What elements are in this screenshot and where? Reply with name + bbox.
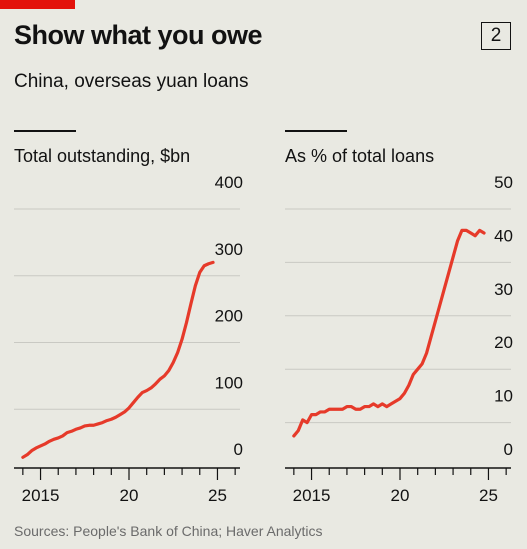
right-x-tick-label: 20 [391,486,410,505]
right-x-tick-label: 2015 [293,486,331,505]
left-y-tick-label: 200 [215,307,243,326]
left-panel-title: Total outstanding, $bn [14,146,191,166]
right-y-tick-label: 10 [494,387,513,406]
right-y-tick-label: 50 [494,173,513,192]
chart-title: Show what you owe [14,20,263,50]
right-panel-rule [285,130,347,132]
right-y-tick-label: 30 [494,280,513,299]
left-x-tick-label: 25 [208,486,227,505]
chart-subtitle: China, overseas yuan loans [14,71,249,92]
left-x-tick-label: 20 [120,486,139,505]
source-note: Sources: People's Bank of China; Haver A… [14,523,323,539]
left-y-tick-label: 300 [215,240,243,259]
left-x-tick-label: 2015 [22,486,60,505]
brand-red-tag [0,0,75,9]
right-y-tick-label: 0 [504,440,513,459]
left-panel-rule [14,130,76,132]
left-y-tick-label: 0 [234,440,243,459]
right-panel-title: As % of total loans [285,146,435,166]
right-y-tick-label: 20 [494,333,513,352]
left-y-tick-label: 100 [215,373,243,392]
right-series-line [292,228,486,438]
left-series-line [21,260,215,459]
right-y-tick-label: 40 [494,226,513,245]
right-x-tick-label: 25 [479,486,498,505]
figure-number-badge: 2 [481,22,511,50]
left-y-tick-label: 400 [215,173,243,192]
